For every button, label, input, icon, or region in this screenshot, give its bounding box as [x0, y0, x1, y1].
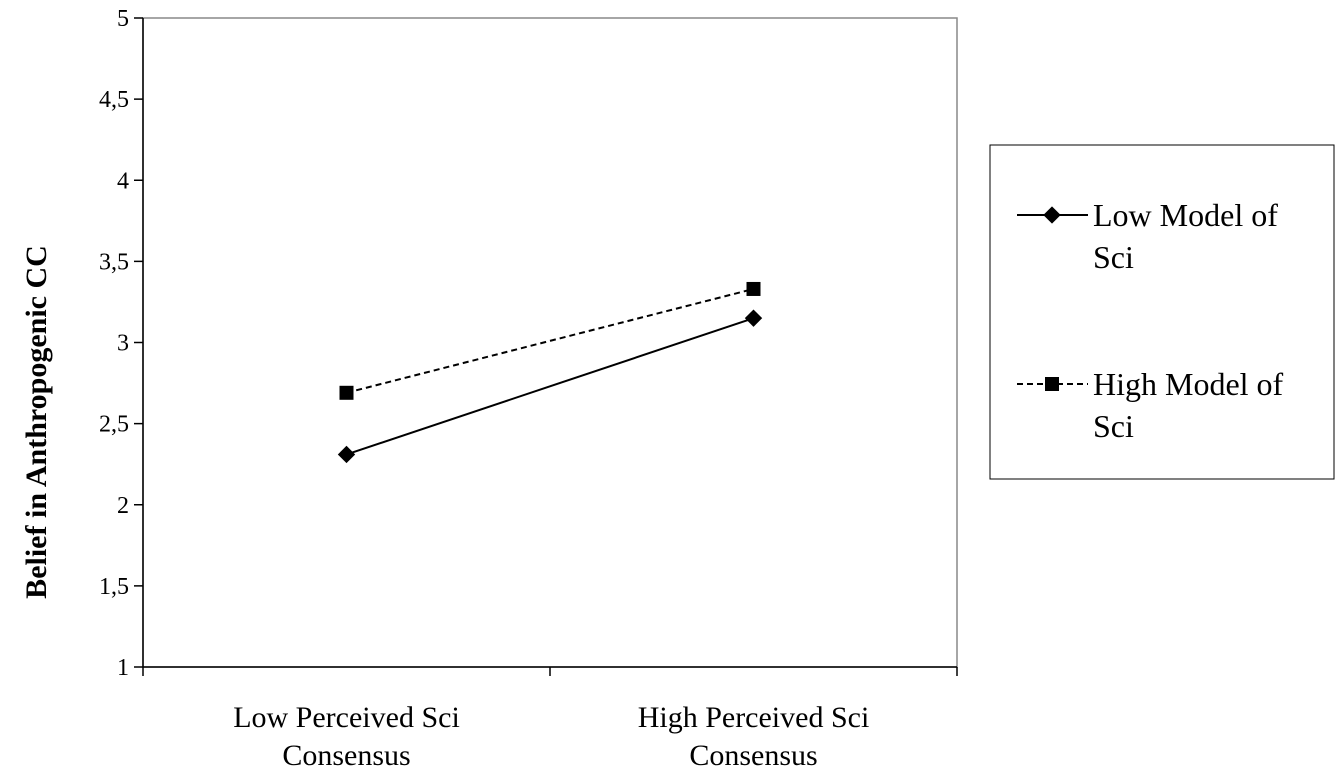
data-point-diamond: [745, 309, 762, 326]
y-tick-label: 4,5: [99, 87, 129, 113]
x-category-label: High Perceived Sci Consensus: [638, 701, 870, 771]
y-tick-label: 2: [117, 493, 129, 519]
plot-frame: [143, 18, 957, 667]
x-category-label-line: Consensus: [282, 739, 410, 771]
legend-label-line: Sci: [1093, 239, 1134, 275]
legend-label-line: Sci: [1093, 408, 1134, 444]
y-tick-label: 1: [117, 655, 129, 681]
y-tick-label: 4: [117, 168, 129, 194]
plot-area: [143, 18, 957, 667]
x-category-label-line: Low Perceived Sci: [233, 701, 460, 734]
y-tick-label: 3: [117, 331, 129, 357]
series-2: [340, 282, 761, 400]
x-category-label: Low Perceived Sci Consensus: [233, 701, 460, 771]
series-1: [338, 309, 762, 463]
data-point-square: [747, 282, 761, 296]
y-tick-label: 3,5: [99, 249, 129, 275]
y-tick-label: 1,5: [99, 574, 129, 600]
y-tick-label: 5: [117, 6, 129, 32]
data-point-square: [1045, 377, 1059, 391]
legend-box: [990, 145, 1334, 479]
x-category-label-line: Consensus: [689, 739, 817, 771]
y-axis-title: Belief in Anthropogenic CC: [20, 245, 53, 599]
series-layer: [338, 282, 762, 463]
series-line: [347, 318, 754, 454]
legend-label-line: Low Model of: [1093, 197, 1278, 233]
y-axis: 1 1,5 2 2,5 3 3,5 4 4,5 5: [99, 6, 143, 681]
x-category-label-line: High Perceived Sci: [638, 701, 870, 734]
data-point-square: [340, 386, 354, 400]
series-line: [347, 289, 754, 393]
y-tick-label: 2,5: [99, 412, 129, 438]
legend-label-line: High Model of: [1093, 366, 1284, 402]
legend: Low Model of Sci High Model of Sci: [990, 145, 1334, 479]
data-point-diamond: [338, 446, 355, 463]
